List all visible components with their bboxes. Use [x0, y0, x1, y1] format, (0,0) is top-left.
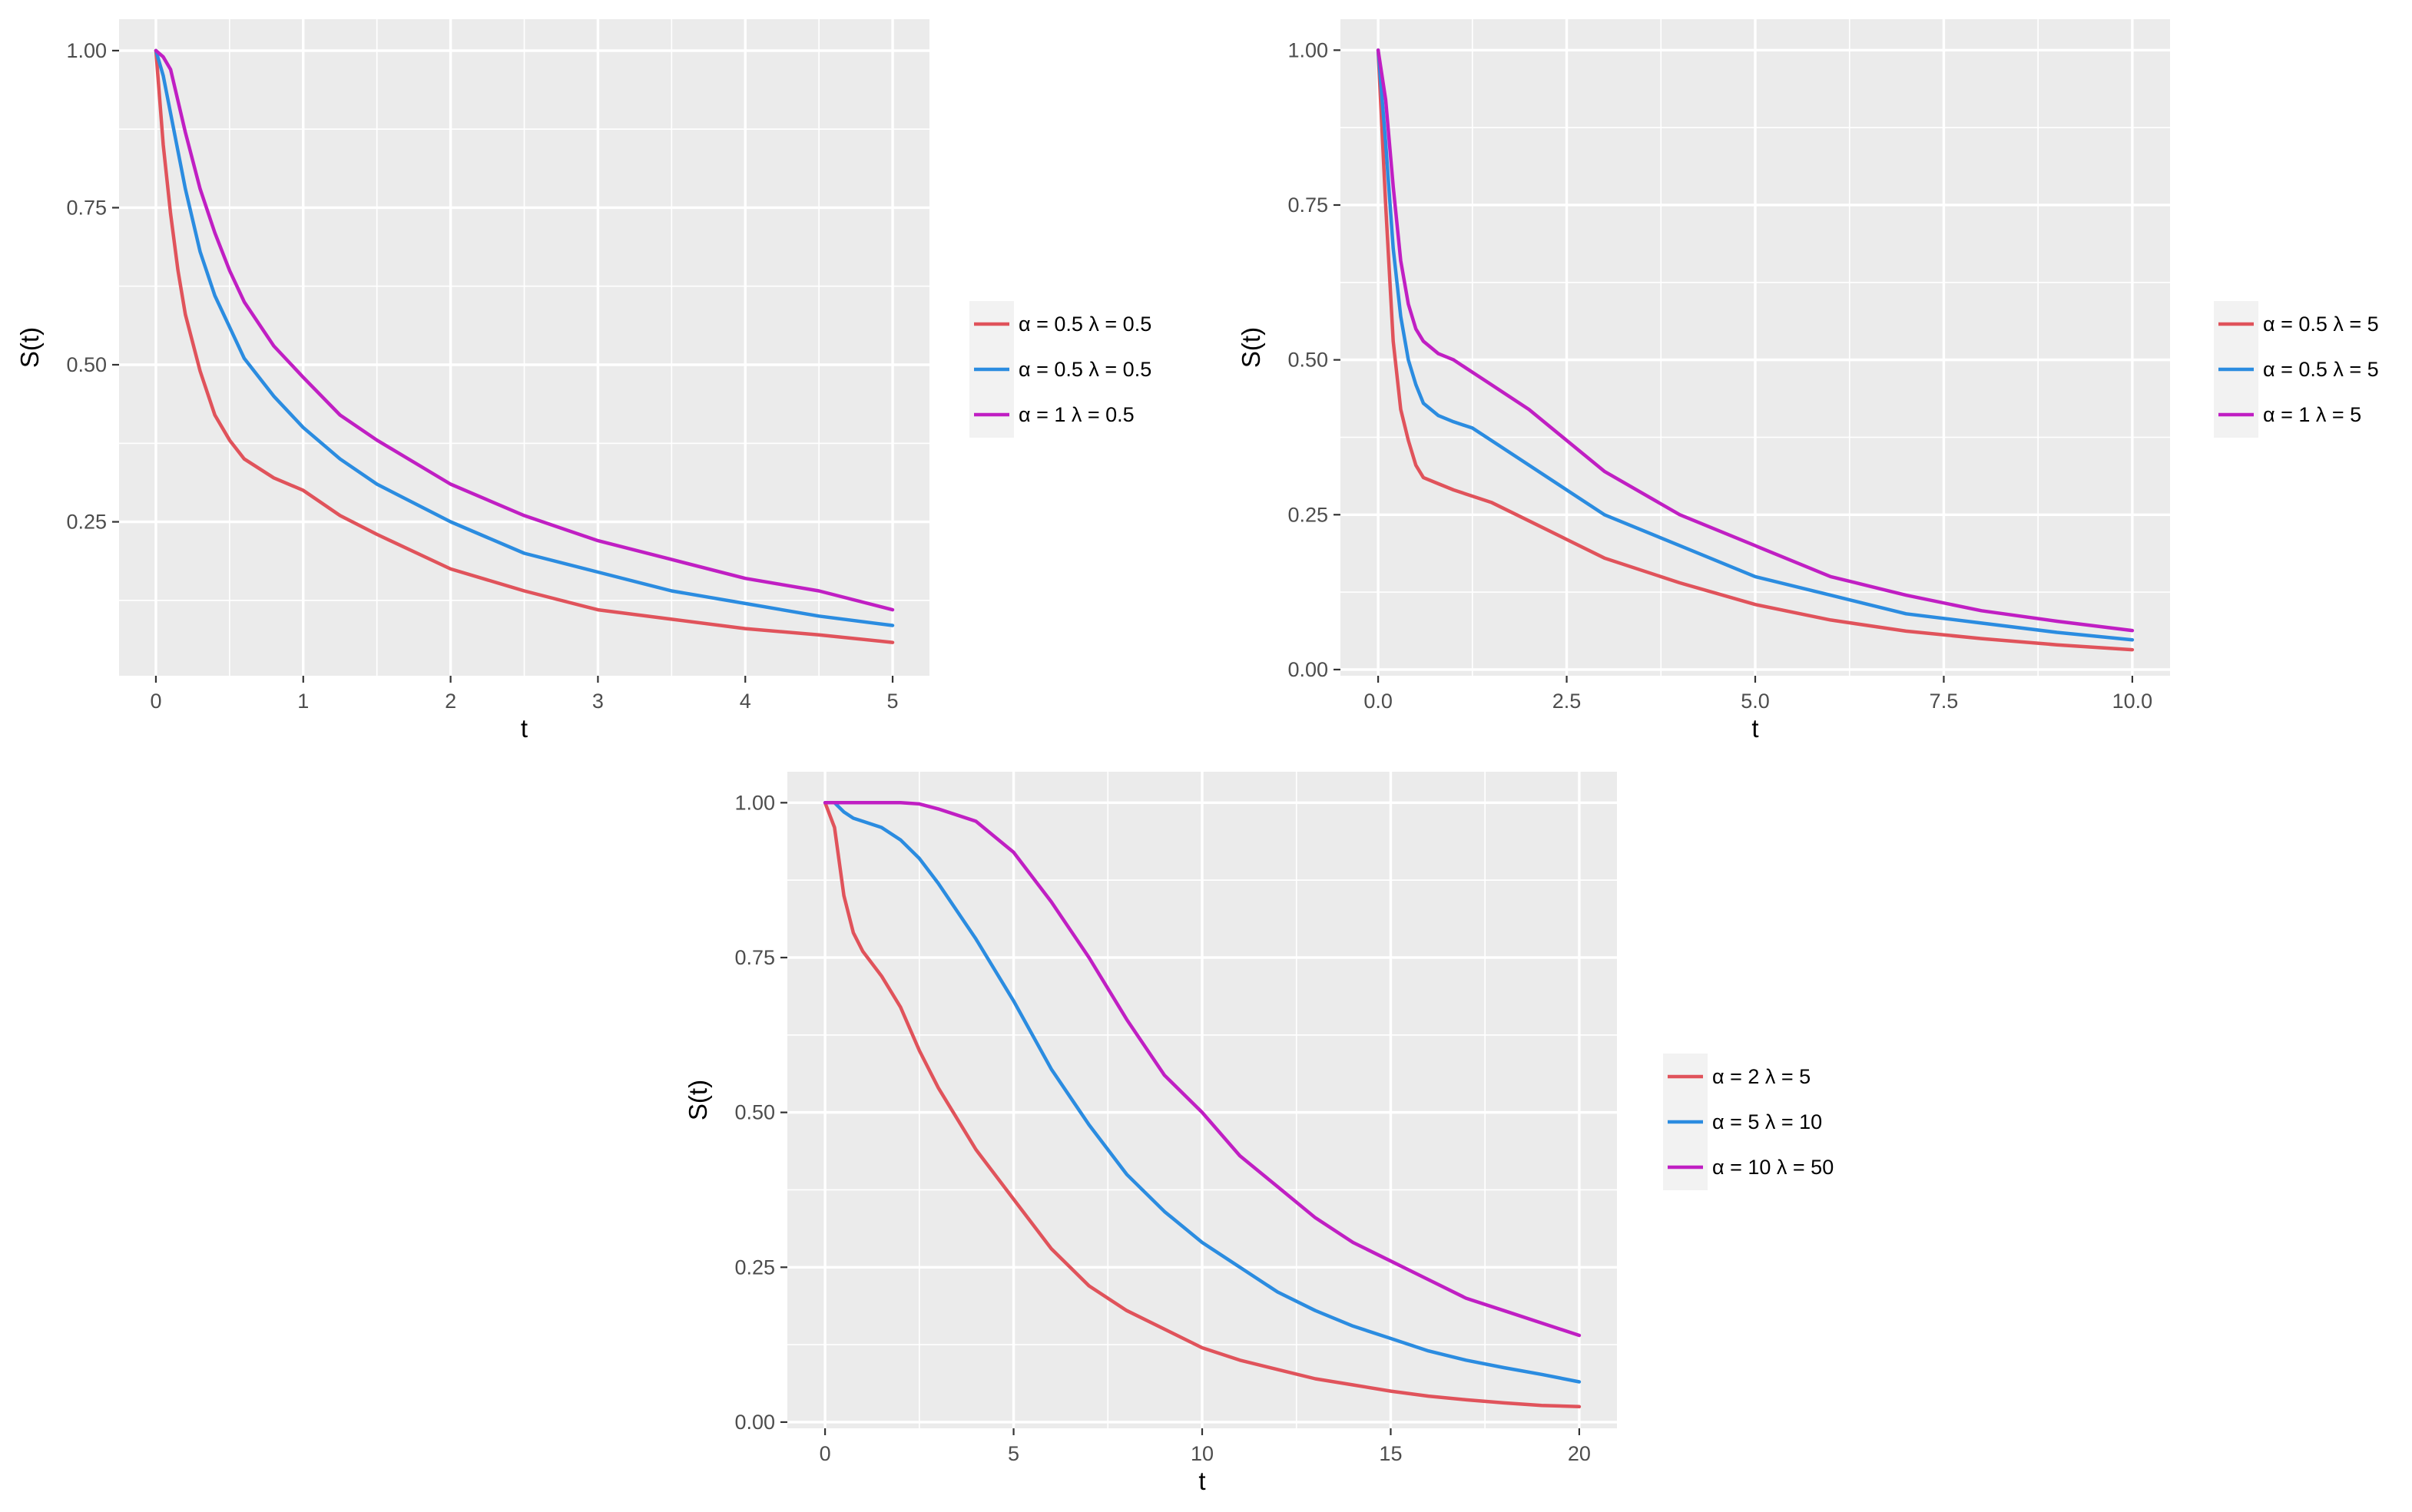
axes: 0.0 2.5 5.0 7.5 10.0 0.00 0.25 0.50 0.75 1.00 — [1287, 38, 2152, 713]
series-line-3 — [154, 48, 895, 612]
series-lines — [1376, 48, 2135, 652]
legend: α = 2 λ = 5 α = 5 λ = 10 α = 10 λ = 50 — [1663, 1054, 1834, 1190]
x-tick-label: 5.0 — [1741, 690, 1770, 713]
chart-top-left: 0 1 2 3 4 5 0.25 0.50 0.75 1.00 t S(t) α = 0.5 λ = 0… — [0, 0, 1198, 753]
chart-top-right: 0.0 2.5 5.0 7.5 10.0 0.00 0.25 0.50 0.75 1.00 t S(t… — [1214, 0, 2412, 753]
series-line-3 — [1376, 48, 2135, 633]
series-line-1 — [154, 48, 895, 644]
series-line-3 — [823, 801, 1582, 1338]
x-tick-label: 20 — [1568, 1442, 1591, 1465]
y-tick-label: 0.75 — [734, 946, 775, 969]
x-tick-label: 2.5 — [1552, 690, 1582, 713]
minor-gridlines — [119, 19, 929, 676]
axes: 0 1 2 3 4 5 0.25 0.50 0.75 1.00 — [66, 39, 898, 713]
x-axis-title: t — [521, 714, 528, 743]
chart-top-left-svg: 0 1 2 3 4 5 0.25 0.50 0.75 1.00 t S(t) α = 0.5 λ = 0… — [15, 19, 1151, 743]
y-tick-label: 0.00 — [734, 1411, 775, 1434]
series-line-2 — [823, 801, 1582, 1384]
x-tick-label: 5 — [1008, 1442, 1019, 1465]
y-axis-title: S(t) — [15, 327, 44, 368]
major-gridlines — [1340, 19, 2170, 676]
y-axis-title: S(t) — [684, 1080, 712, 1120]
chart-bottom-center: 0 5 10 15 20 0.00 0.25 0.50 0.75 1.00 t S(t) α = 2 λ… — [661, 756, 1859, 1508]
legend-label-1: α = 0.5 λ = 0.5 — [1019, 313, 1151, 336]
series-line-1 — [1376, 48, 2135, 652]
x-tick-label: 1 — [297, 690, 309, 713]
axes: 0 5 10 15 20 0.00 0.25 0.50 0.75 1.00 — [734, 791, 1590, 1465]
legend-label-3: α = 1 λ = 0.5 — [1019, 403, 1135, 426]
chart-top-right-svg: 0.0 2.5 5.0 7.5 10.0 0.00 0.25 0.50 0.75 1.00 t S(t… — [1237, 19, 2379, 743]
y-tick-label: 0.00 — [1287, 658, 1328, 681]
y-tick-label: 0.25 — [66, 511, 107, 534]
x-tick-label: 15 — [1379, 1442, 1402, 1465]
x-tick-label: 5 — [887, 690, 899, 713]
x-tick-label: 2 — [445, 690, 456, 713]
y-tick-label: 0.50 — [66, 353, 107, 376]
legend: α = 0.5 λ = 0.5 α = 0.5 λ = 0.5 α = 1 λ = … — [969, 301, 1151, 438]
y-tick-label: 0.25 — [734, 1256, 775, 1279]
series-line-1 — [823, 801, 1582, 1409]
x-tick-label: 4 — [740, 690, 751, 713]
x-tick-label: 0 — [150, 690, 161, 713]
series-lines — [154, 48, 895, 644]
series-line-2 — [1376, 48, 2135, 642]
y-tick-label: 0.75 — [1287, 194, 1328, 217]
legend-label-2: α = 5 λ = 10 — [1712, 1110, 1822, 1133]
series-line-2 — [154, 48, 895, 627]
y-tick-label: 1.00 — [66, 39, 107, 62]
x-tick-label: 7.5 — [1930, 690, 1959, 713]
x-tick-label: 0 — [820, 1442, 831, 1465]
legend-label-2: α = 0.5 λ = 0.5 — [1019, 358, 1151, 381]
y-tick-label: 0.50 — [734, 1101, 775, 1124]
x-tick-label: 10 — [1191, 1442, 1214, 1465]
legend-label-3: α = 10 λ = 50 — [1712, 1156, 1834, 1179]
legend: α = 0.5 λ = 5 α = 0.5 λ = 5 α = 1 λ = 5 — [2214, 301, 2379, 438]
legend-label-1: α = 2 λ = 5 — [1712, 1065, 1811, 1088]
x-axis-title: t — [1751, 714, 1758, 743]
y-tick-label: 0.50 — [1287, 349, 1328, 372]
chart-bottom-center-svg: 0 5 10 15 20 0.00 0.25 0.50 0.75 1.00 t S(t) α = 2 λ… — [684, 772, 1834, 1495]
series-lines — [823, 801, 1582, 1409]
legend-label-3: α = 1 λ = 5 — [2263, 403, 2361, 426]
y-tick-label: 1.00 — [1287, 38, 1328, 61]
y-tick-label: 1.00 — [734, 791, 775, 814]
y-axis-title: S(t) — [1237, 327, 1265, 368]
y-tick-label: 0.25 — [1287, 503, 1328, 526]
major-gridlines — [119, 19, 929, 676]
x-axis-title: t — [1198, 1467, 1205, 1495]
y-tick-label: 0.75 — [66, 196, 107, 219]
x-tick-label: 0.0 — [1363, 690, 1393, 713]
legend-label-1: α = 0.5 λ = 5 — [2263, 313, 2379, 336]
x-tick-label: 10.0 — [2112, 690, 2153, 713]
x-tick-label: 3 — [592, 690, 604, 713]
legend-label-2: α = 0.5 λ = 5 — [2263, 358, 2379, 381]
